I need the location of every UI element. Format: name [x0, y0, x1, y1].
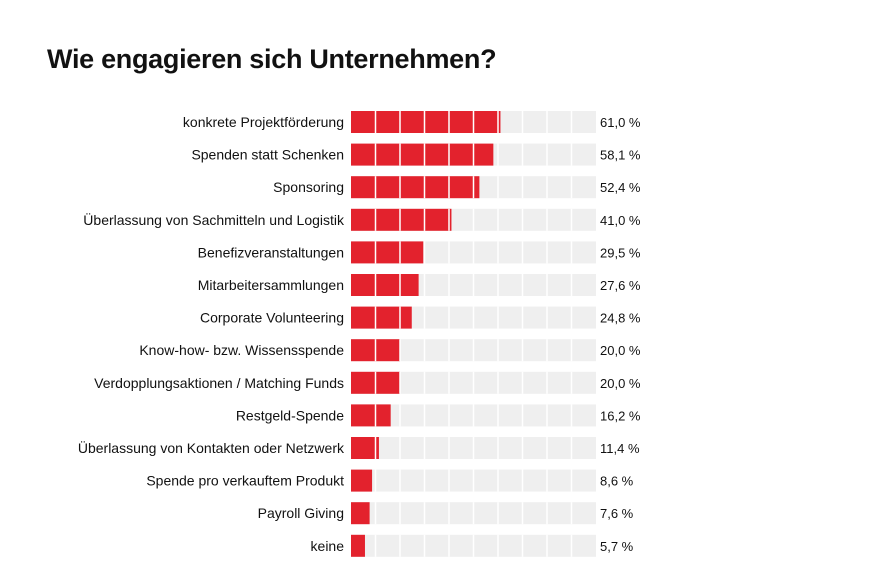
- category-label: Restgeld-Spende: [236, 407, 344, 423]
- category-label: Corporate Volunteering: [200, 310, 344, 326]
- value-label: 27,6 %: [600, 278, 641, 293]
- category-label: Spenden statt Schenken: [191, 147, 344, 163]
- bar: [351, 241, 424, 264]
- category-label: Mitarbeitersammlungen: [198, 277, 344, 293]
- bar-row: Mitarbeitersammlungen 27,6 %: [198, 274, 641, 296]
- bar: [351, 306, 412, 329]
- bar-row: Überlassung von Sachmitteln und Logistik…: [83, 208, 641, 231]
- bar-row: Payroll Giving 7,6 %: [258, 502, 634, 525]
- chart-title: Wie engagieren sich Unternehmen?: [47, 44, 497, 74]
- value-label: 8,6 %: [600, 474, 634, 489]
- value-label: 24,8 %: [600, 311, 641, 326]
- category-label: Überlassung von Sachmitteln und Logistik: [83, 211, 345, 228]
- value-label: 61,0 %: [600, 115, 641, 130]
- bar-row: Benefizveranstaltungen 29,5 %: [198, 241, 641, 264]
- bar: [351, 469, 373, 492]
- category-label: keine: [311, 538, 345, 554]
- bar-row: konkrete Projektförderung 61,0 %: [183, 111, 641, 133]
- category-label: konkrete Projektförderung: [183, 114, 344, 130]
- bar-row: Verdopplungsaktionen / Matching Funds 20,…: [94, 371, 641, 394]
- value-label: 16,2 %: [600, 408, 641, 423]
- value-label: 29,5 %: [600, 245, 641, 260]
- bar-row: Restgeld-Spende 16,2 %: [236, 404, 641, 427]
- category-label: Verdopplungsaktionen / Matching Funds: [94, 375, 344, 391]
- bar: [351, 502, 370, 525]
- value-label: 5,7 %: [600, 539, 634, 554]
- bar: [351, 534, 365, 557]
- category-label: Spende pro verkauftem Produkt: [146, 473, 344, 489]
- bar-row: Corporate Volunteering 24,8 %: [200, 306, 641, 329]
- bar: [351, 143, 494, 166]
- bar-row: keine 5,7 %: [311, 534, 634, 557]
- bar: [351, 176, 480, 199]
- bar-row: Spende pro verkauftem Produkt 8,6 %: [146, 469, 634, 492]
- category-label: Sponsoring: [273, 179, 344, 195]
- bar-row: Überlassung von Kontakten oder Netzwerk 1…: [78, 437, 640, 459]
- bar: [351, 111, 501, 133]
- value-label: 20,0 %: [600, 376, 641, 391]
- bar: [351, 404, 391, 427]
- bar: [351, 274, 419, 296]
- bar-row: Know-how- bzw. Wissensspende 20,0 %: [139, 339, 641, 362]
- value-label: 41,0 %: [600, 213, 641, 228]
- category-label: Überlassung von Kontakten oder Netzwerk: [78, 439, 345, 456]
- value-label: 11,4 %: [600, 441, 640, 456]
- value-label: 58,1 %: [600, 148, 641, 163]
- bar-row: Sponsoring 52,4 %: [273, 176, 641, 199]
- value-label: 52,4 %: [600, 180, 641, 195]
- bar: [351, 437, 379, 459]
- value-label: 20,0 %: [600, 343, 641, 358]
- category-label: Know-how- bzw. Wissensspende: [139, 342, 344, 358]
- bar-row: Spenden statt Schenken 58,1 %: [191, 143, 641, 166]
- category-label: Payroll Giving: [258, 505, 344, 521]
- bar: [351, 208, 452, 231]
- category-label: Benefizveranstaltungen: [198, 244, 344, 260]
- value-label: 7,6 %: [600, 506, 634, 521]
